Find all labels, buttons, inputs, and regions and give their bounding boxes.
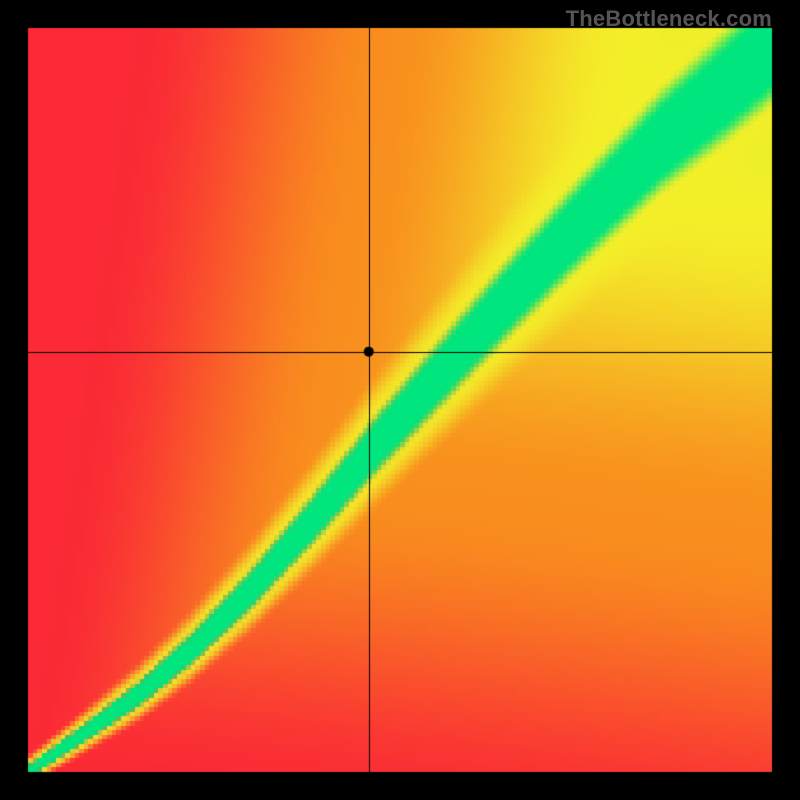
chart-root: TheBottleneck.com xyxy=(0,0,800,800)
heatmap-canvas xyxy=(0,0,800,800)
watermark-text: TheBottleneck.com xyxy=(566,6,772,32)
